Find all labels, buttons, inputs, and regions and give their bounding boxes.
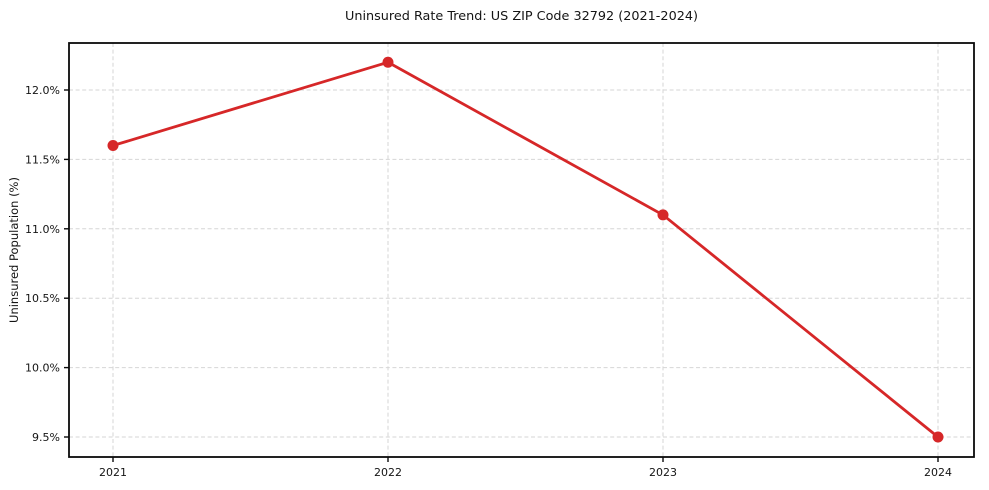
y-tick-label: 9.5% xyxy=(32,431,60,444)
x-tick-label: 2024 xyxy=(924,466,952,479)
y-tick-label: 10.0% xyxy=(25,362,60,375)
x-tick-label: 2022 xyxy=(374,466,402,479)
data-point xyxy=(107,140,119,152)
x-tick-label: 2021 xyxy=(99,466,127,479)
data-point xyxy=(657,209,669,221)
chart-title: Uninsured Rate Trend: US ZIP Code 32792 … xyxy=(344,9,698,24)
data-point xyxy=(932,431,944,443)
y-tick-label: 10.5% xyxy=(25,292,60,305)
y-tick-label: 11.0% xyxy=(25,223,60,236)
x-tick-label: 2023 xyxy=(649,466,677,479)
plot-border xyxy=(68,42,975,458)
data-point xyxy=(382,56,394,68)
y-tick-label: 12.0% xyxy=(25,84,60,97)
y-tick-label: 11.5% xyxy=(25,153,60,166)
trend-line xyxy=(111,60,940,439)
